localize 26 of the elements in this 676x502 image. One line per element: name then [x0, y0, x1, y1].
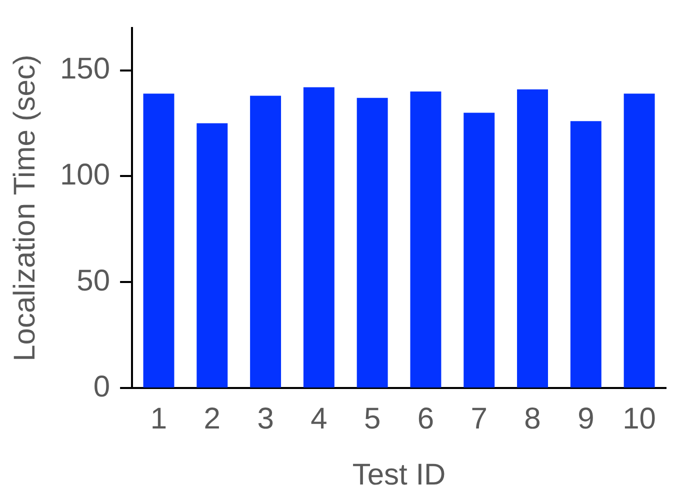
x-tick-label: 5 [364, 402, 381, 436]
bar [196, 123, 228, 388]
y-tick-label: 100 [60, 158, 110, 192]
bar [303, 87, 334, 388]
x-tick-label: 1 [150, 402, 168, 436]
x-tick-label: 8 [524, 402, 541, 436]
x-tick-label: 4 [310, 402, 328, 436]
bar [250, 96, 282, 388]
y-tick-label: 0 [93, 370, 110, 404]
x-tick-label: 6 [417, 402, 434, 436]
bar [570, 121, 602, 388]
bar [624, 94, 655, 388]
x-tick-label: 10 [622, 402, 656, 436]
y-tick-label: 50 [76, 264, 110, 298]
x-axis-title: Test ID [352, 458, 446, 492]
bar [464, 112, 495, 388]
bar [143, 94, 174, 388]
x-tick-label: 2 [204, 402, 220, 436]
bar [356, 98, 388, 388]
bar [517, 89, 548, 388]
y-axis-title: Localization Time (sec) [8, 54, 42, 362]
x-tick-label: 9 [578, 402, 594, 436]
x-tick-label: 3 [257, 402, 274, 436]
x-tick-label: 7 [470, 402, 488, 436]
y-tick-label: 150 [60, 52, 110, 86]
bar [410, 92, 442, 388]
